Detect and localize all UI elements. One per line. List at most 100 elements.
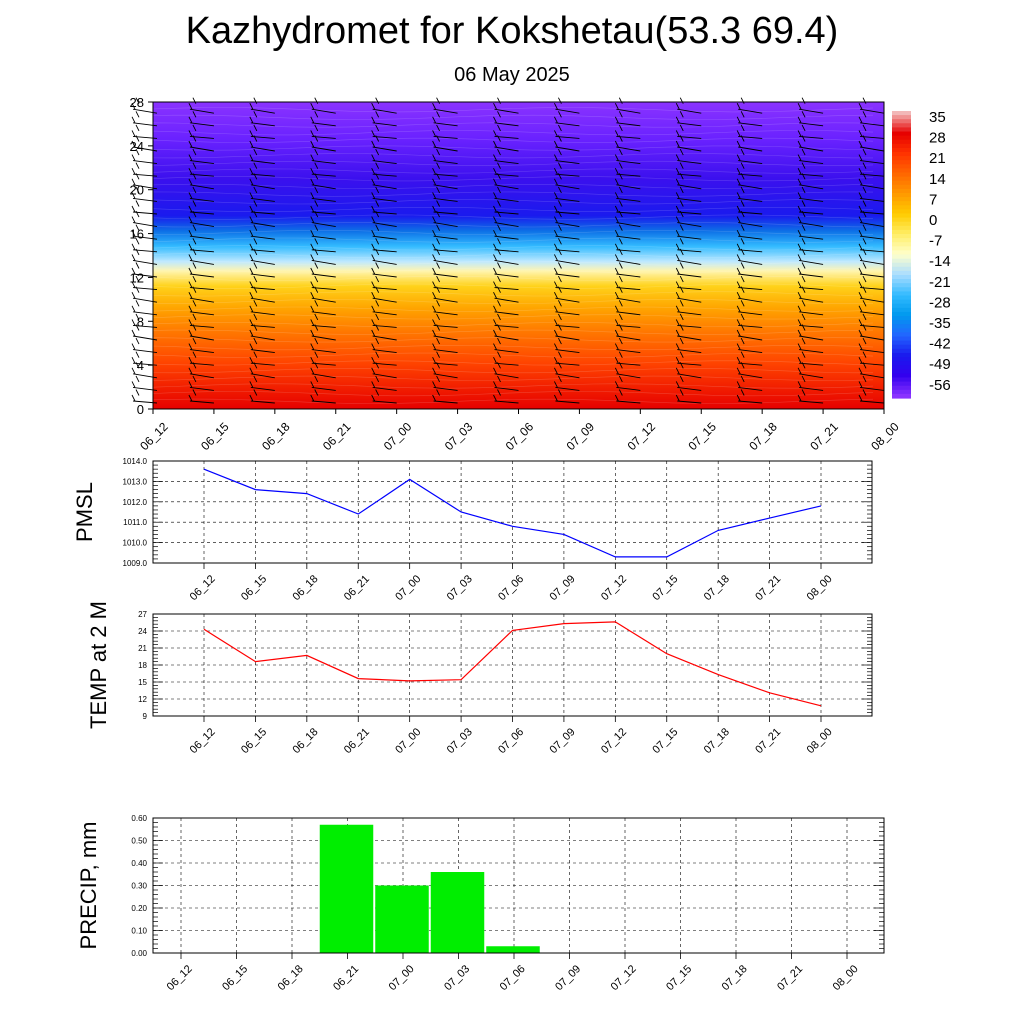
wind-barb (797, 275, 824, 291)
wind-barb (249, 300, 275, 316)
colorbar-swatch (892, 234, 911, 239)
x-tick-label: 08_00 (805, 573, 835, 603)
wind-barb (188, 275, 214, 291)
wind-barb (736, 124, 763, 139)
x-tick-label: 07_12 (599, 726, 629, 756)
wind-barb (614, 111, 641, 127)
wind-barbs (131, 97, 885, 404)
x-tick-label: 07_21 (775, 963, 805, 993)
colorbar-swatch (892, 365, 911, 370)
x-tick-label: 07_00 (393, 573, 423, 603)
x-tick-label: 06_21 (342, 726, 372, 756)
x-tick-label: 07_18 (746, 419, 780, 453)
wind-barb (736, 337, 763, 354)
wind-barb (493, 224, 519, 240)
colorbar-label: 7 (929, 191, 937, 208)
wind-barb (675, 300, 702, 316)
wind-barb (554, 337, 580, 354)
y-tick-label: 12 (130, 270, 144, 285)
colorbar-swatch (892, 307, 911, 313)
y-tick-label: 0.40 (131, 859, 147, 868)
contour-line (152, 329, 874, 335)
x-tick-label: 07_03 (442, 963, 472, 993)
y-tick-label: 24 (130, 139, 144, 154)
wind-barb (736, 313, 763, 328)
wind-barb (736, 300, 763, 316)
y-tick-label: 15 (138, 678, 147, 687)
colorbar-swatch (892, 197, 911, 202)
y-tick-label: 16 (130, 227, 144, 242)
colorbar-swatch (892, 225, 911, 231)
colorbar-swatch (892, 188, 911, 194)
wind-barb (310, 389, 336, 404)
wind-barb (614, 200, 641, 215)
y-tick-label: 0.00 (131, 949, 147, 958)
wind-barb (371, 186, 397, 202)
wind-barb (858, 162, 885, 177)
temperature-heatmap (153, 102, 884, 409)
wind-barb (493, 186, 519, 202)
y-tick-label: 0 (137, 402, 144, 417)
wind-barb (432, 337, 458, 354)
wind-barb (432, 262, 458, 278)
colorbar-swatch (892, 139, 911, 145)
wind-barb (371, 224, 397, 240)
wind-barb (554, 97, 580, 114)
contour-line (152, 153, 873, 159)
x-tick-label: 07_00 (387, 963, 417, 993)
wind-barb (371, 351, 397, 366)
x-tick-label: 08_00 (831, 963, 861, 993)
wind-barb (249, 238, 275, 253)
wind-barb (310, 111, 336, 127)
colorbar-swatch (892, 250, 911, 256)
contour-line (152, 291, 874, 297)
colorbar-swatch (892, 176, 911, 182)
wind-barb (858, 200, 885, 215)
wind-barb (675, 148, 702, 165)
y-tick-label: 4 (137, 358, 144, 373)
wind-barb (554, 300, 580, 316)
wind-barb (675, 262, 702, 278)
contour-line (152, 137, 874, 143)
contour-line (152, 168, 874, 174)
wind-barb (249, 375, 275, 391)
wind-barb (371, 111, 397, 127)
wind-barb (188, 262, 214, 278)
wind-barb (797, 186, 824, 202)
wind-barb (614, 162, 641, 177)
series-line (203, 621, 822, 707)
colorbar-swatch (892, 201, 911, 206)
x-tick-label: 07_03 (442, 419, 476, 453)
colorbar-swatch (892, 299, 911, 305)
colorbar-swatch (892, 295, 911, 301)
colorbar-swatch (892, 291, 911, 297)
wind-barb (858, 238, 885, 253)
wind-barb (554, 389, 580, 404)
x-tick-label: 06_15 (239, 726, 269, 756)
wind-barb (797, 238, 824, 253)
wind-barb (493, 313, 519, 328)
colorbar-swatch (892, 324, 911, 329)
y-tick-label: 0.10 (131, 927, 147, 936)
colorbar-label: -49 (929, 356, 951, 373)
x-tick-label: 06_21 (320, 419, 354, 453)
x-tick-label: 06_21 (331, 963, 361, 993)
wind-barb (188, 337, 214, 354)
wind-barb (493, 148, 519, 165)
y-axis-title: TEMP at 2 M (86, 601, 111, 729)
wind-barb (736, 375, 763, 391)
wind-barb (675, 162, 702, 177)
colorbar-swatch (892, 369, 911, 374)
wind-barb (736, 238, 763, 253)
colorbar-swatch (892, 311, 911, 317)
wind-barb (675, 238, 702, 253)
y-axis-title: PMSL (72, 482, 97, 542)
wind-barb (797, 97, 824, 114)
colorbar-label: 0 (929, 212, 937, 229)
contour-line (152, 268, 874, 274)
wind-barb (310, 313, 336, 328)
wind-barb (858, 337, 885, 354)
x-tick-label: 07_15 (650, 573, 680, 603)
wind-barb (797, 389, 824, 404)
